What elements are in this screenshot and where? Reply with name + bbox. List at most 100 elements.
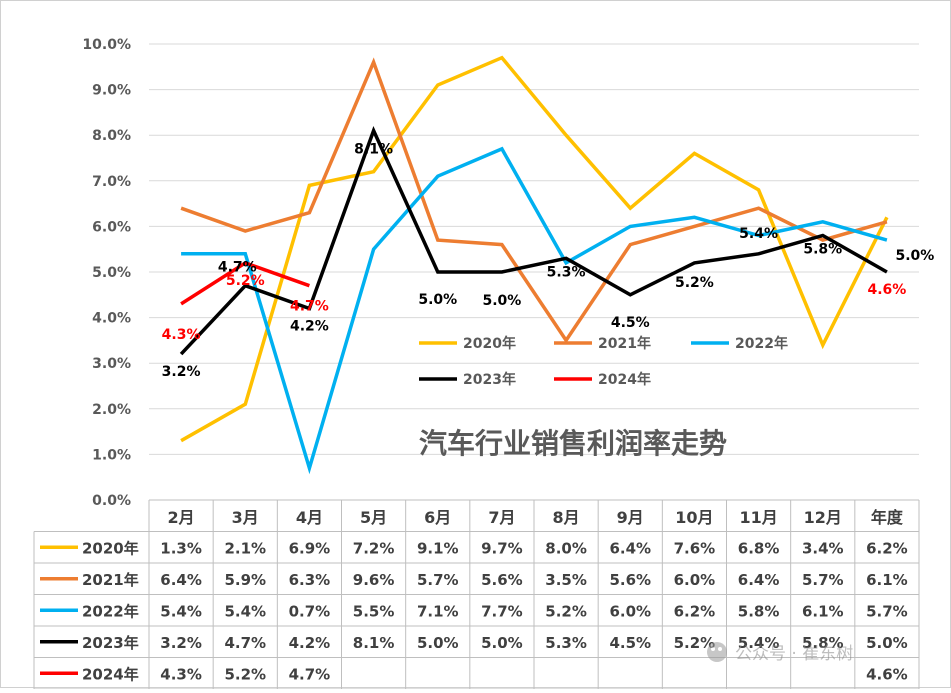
table-cell: 5.9% bbox=[224, 571, 266, 589]
table-cell: 0.7% bbox=[289, 602, 331, 620]
table-cell: 5.7% bbox=[802, 571, 844, 589]
y-tick-label: 1.0% bbox=[92, 447, 131, 463]
table-cell: 3.2% bbox=[160, 634, 202, 652]
table-cell: 4.7% bbox=[289, 665, 331, 683]
series-line-2024 bbox=[180, 260, 310, 306]
data-label-2024-annual: 4.6% bbox=[868, 282, 907, 298]
data-label-2023: 5.2% bbox=[675, 275, 714, 291]
table-cell: 4.2% bbox=[289, 634, 331, 652]
table-cell: 3.4% bbox=[802, 539, 844, 557]
table-cell: 6.2% bbox=[866, 539, 908, 557]
table-cell: 5.2% bbox=[545, 602, 587, 620]
data-labels: 3.2% 4.7% 4.2% 8.1% 5.0% 5.0% 5.3% 4.5% 5.2% 5.4%… bbox=[162, 142, 935, 380]
y-tick-label: 2.0% bbox=[92, 402, 131, 418]
table-cell: 5.6% bbox=[481, 571, 523, 589]
legend-label-2021: 2021年 bbox=[598, 335, 651, 352]
data-label-2023: 4.2% bbox=[290, 318, 329, 334]
table-cell: 6.9% bbox=[289, 539, 331, 557]
table-cell: 5.2% bbox=[674, 634, 716, 652]
data-label-2023: 5.0% bbox=[418, 292, 457, 308]
table-header-cell: 9月 bbox=[617, 508, 644, 527]
grid-lines bbox=[149, 43, 919, 501]
table-cell: 4.3% bbox=[160, 665, 202, 683]
table-header-cell: 8月 bbox=[553, 508, 580, 527]
data-label-2023: 5.8% bbox=[803, 242, 842, 258]
table-cell: 8.1% bbox=[353, 634, 395, 652]
series-line-2020 bbox=[180, 55, 889, 443]
table-cell: 6.2% bbox=[674, 602, 716, 620]
table-cell: 6.0% bbox=[674, 571, 716, 589]
table-cell: 6.3% bbox=[289, 571, 331, 589]
table-header-cell: 年度 bbox=[871, 508, 904, 527]
table-cell: 5.0% bbox=[481, 634, 523, 652]
series-line-2023 bbox=[179, 125, 888, 356]
data-label-2023: 5.0% bbox=[896, 248, 935, 264]
table-header-cell: 2月 bbox=[168, 508, 195, 527]
y-tick-label: 3.0% bbox=[92, 356, 131, 372]
data-label-2023: 5.3% bbox=[547, 264, 586, 280]
table-cell: 5.8% bbox=[802, 634, 844, 652]
table-cell: 7.7% bbox=[481, 602, 523, 620]
table-header-cell: 3月 bbox=[232, 508, 259, 527]
y-tick-label: 5.0% bbox=[92, 265, 131, 281]
chart-title: 汽车行业销售利润率走势 bbox=[419, 427, 727, 460]
watermark-text: 公众号 · 崔东树 bbox=[735, 644, 853, 664]
table-cell: 5.3% bbox=[545, 634, 587, 652]
data-label-2024: 5.2% bbox=[226, 273, 265, 289]
wechat-icon-eye-right bbox=[718, 647, 722, 651]
table-cell: 4.7% bbox=[224, 634, 266, 652]
table-row-label: 2021年 bbox=[82, 571, 139, 589]
table-cell: 4.5% bbox=[609, 634, 651, 652]
y-tick-label: 6.0% bbox=[92, 219, 131, 235]
data-label-2023: 4.7% bbox=[218, 260, 257, 276]
table-cell: 4.6% bbox=[866, 665, 908, 683]
table-cell: 6.8% bbox=[738, 539, 780, 557]
wechat-icon-eye-left bbox=[711, 647, 715, 651]
y-tick-label: 4.0% bbox=[92, 311, 131, 327]
data-label-2024: 4.3% bbox=[162, 327, 201, 343]
table-cell: 5.8% bbox=[738, 602, 780, 620]
table-cell: 6.0% bbox=[609, 602, 651, 620]
data-label-2023: 5.4% bbox=[739, 226, 778, 242]
table-cell: 9.1% bbox=[417, 539, 459, 557]
data-label-2023: 3.2% bbox=[162, 364, 201, 380]
y-tick-label: 7.0% bbox=[92, 174, 131, 190]
y-tick-labels: 0.0% 1.0% 2.0% 3.0% 4.0% 5.0% 6.0% 7.0% 8.0% 9.0%… bbox=[82, 37, 131, 509]
table-cell: 7.2% bbox=[353, 539, 395, 557]
table-cell: 6.1% bbox=[802, 602, 844, 620]
table-cell: 7.1% bbox=[417, 602, 459, 620]
table-cell: 5.4% bbox=[738, 634, 780, 652]
y-tick-label: 9.0% bbox=[92, 83, 131, 99]
table-cell: 5.5% bbox=[353, 602, 395, 620]
series-line-2022 bbox=[181, 146, 888, 475]
table-cell: 8.0% bbox=[545, 539, 587, 557]
table-header-cell: 4月 bbox=[296, 508, 323, 527]
y-tick-label: 8.0% bbox=[92, 128, 131, 144]
table-cell: 5.0% bbox=[417, 634, 459, 652]
table-cell: 3.5% bbox=[545, 571, 587, 589]
legend: 2020年 2021年 2022年 2023年 2024年 bbox=[419, 335, 788, 388]
table-cell: 5.4% bbox=[160, 602, 202, 620]
table-header-cell: 11月 bbox=[739, 508, 777, 527]
y-tick-label: 0.0% bbox=[92, 493, 131, 509]
table-cell: 9.6% bbox=[353, 571, 395, 589]
table-cell: 6.4% bbox=[609, 539, 651, 557]
legend-label-2024: 2024年 bbox=[598, 371, 651, 388]
table-row-label: 2020年 bbox=[82, 539, 139, 557]
table-header-cell: 12月 bbox=[804, 508, 842, 527]
table-cell: 5.6% bbox=[609, 571, 651, 589]
table-cell: 1.3% bbox=[160, 539, 202, 557]
legend-label-2022: 2022年 bbox=[735, 335, 788, 352]
table-cell: 9.7% bbox=[481, 539, 523, 557]
series-line-2021 bbox=[180, 57, 888, 344]
legend-label-2020: 2020年 bbox=[463, 335, 516, 352]
table-cell: 5.7% bbox=[417, 571, 459, 589]
table-row-label: 2023年 bbox=[82, 634, 139, 652]
table-cell: 5.0% bbox=[866, 634, 908, 652]
y-tick-label: 10.0% bbox=[82, 37, 131, 53]
data-label-2023: 5.0% bbox=[483, 293, 522, 309]
data-label-2024: 4.7% bbox=[290, 299, 329, 315]
series-lines bbox=[179, 55, 889, 475]
